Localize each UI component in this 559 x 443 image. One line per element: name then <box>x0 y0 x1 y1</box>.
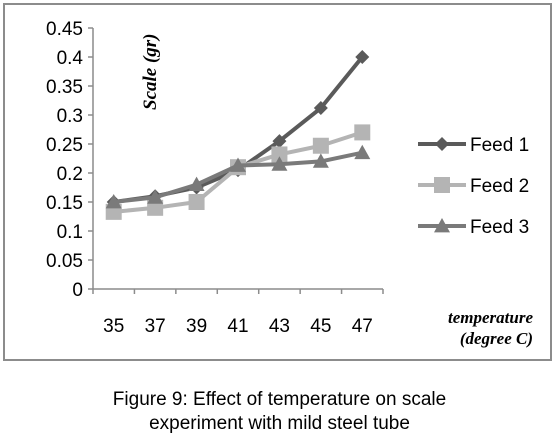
y-tick-label: 0 <box>72 280 83 301</box>
legend-entry: Feed 2 <box>418 176 529 197</box>
legend-marker <box>435 137 449 151</box>
series-2 <box>105 124 371 220</box>
data-point <box>147 189 164 204</box>
data-point <box>312 137 329 154</box>
y-tick-label: 0.1 <box>57 222 83 243</box>
caption-line-1: Figure 9: Effect of temperature on scale <box>112 389 447 410</box>
y-tick-label: 0.05 <box>46 251 83 272</box>
legend-marker <box>434 218 450 233</box>
line-chart: 0 0.05 0.1 0.15 0.2 0.25 0.3 0.35 0.4 0.45 35 37 39… <box>46 19 533 348</box>
x-axis-label-line1: temperature <box>448 308 533 327</box>
x-tick-label: 41 <box>227 316 248 337</box>
data-point <box>355 50 370 64</box>
data-point <box>105 194 122 209</box>
data-point <box>271 156 288 171</box>
data-point <box>147 199 164 216</box>
y-tick-label: 0.2 <box>57 164 83 185</box>
legend-entry: Feed 1 <box>418 135 529 156</box>
data-point <box>272 134 287 149</box>
y-tick-label: 0.35 <box>46 77 83 98</box>
legend-label: Feed 2 <box>470 176 529 197</box>
x-tick-label: 43 <box>269 316 290 337</box>
series-3 <box>105 144 371 209</box>
chart-frame <box>3 3 552 361</box>
data-point <box>188 176 205 191</box>
data-point <box>230 157 246 172</box>
x-tick-label: 47 <box>352 316 373 337</box>
figure-caption: Figure 9: Effect of temperature on scale… <box>0 388 559 436</box>
caption-line-2: experiment with mild steel tube <box>149 413 410 434</box>
x-tick-label: 37 <box>145 316 166 337</box>
y-tick-label: 0.25 <box>46 135 83 156</box>
data-point <box>188 194 205 210</box>
x-tick-label: 45 <box>310 316 331 337</box>
x-tick-label: 39 <box>186 316 207 337</box>
y-axis: 0 0.05 0.1 0.15 0.2 0.25 0.3 0.35 0.4 0.45 <box>46 19 94 301</box>
y-tick-label: 0.15 <box>46 193 83 214</box>
legend-label: Feed 3 <box>470 217 529 238</box>
y-tick-label: 0.4 <box>57 48 84 69</box>
data-point <box>313 101 328 116</box>
x-tick-label: 35 <box>103 316 124 337</box>
x-axis: 35 37 39 41 43 45 47 <box>92 288 384 337</box>
legend-entry: Feed 3 <box>418 217 529 238</box>
series-group <box>105 50 371 220</box>
legend-label: Feed 1 <box>470 135 529 156</box>
legend: Feed 1 Feed 2 Feed 3 <box>418 135 529 238</box>
data-point <box>271 146 288 163</box>
y-axis-label: Scale (gr) <box>140 33 161 110</box>
y-tick-label: 0.45 <box>46 19 83 40</box>
x-axis-label-line2: (degree C) <box>460 329 533 348</box>
legend-marker <box>434 177 450 193</box>
data-point <box>312 153 329 168</box>
data-point <box>354 144 371 160</box>
data-point <box>354 124 371 141</box>
y-tick-label: 0.3 <box>57 106 83 127</box>
